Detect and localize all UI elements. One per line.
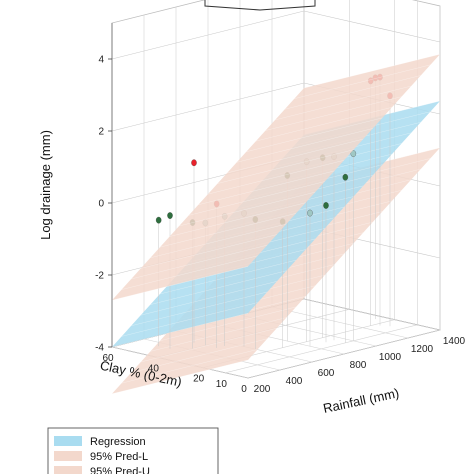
surface-pred-upper-mesh-line (284, 75, 421, 110)
surface-pred-upper-mesh-line (179, 191, 316, 227)
surface-pred-upper-mesh-line (111, 266, 249, 301)
surface-pred-upper-mesh-line (265, 96, 402, 131)
x-tick-label: 20 (193, 374, 205, 385)
surface-regression-mesh-line (150, 270, 287, 305)
surface-pred-upper-mesh-line (255, 107, 393, 142)
surface-regression-mesh-line (131, 291, 268, 327)
x-tick-label: 40 (148, 363, 160, 374)
y-tick-label: 400 (286, 376, 303, 387)
y-tick-label: 1000 (379, 352, 402, 363)
surface-regression-mesh-line (111, 312, 249, 348)
surface-pred-upper-mesh-line (140, 234, 277, 269)
legend-group: Regression 95% Pred-L 95% Pred-U (47, 427, 219, 474)
z-tick-label: -2 (95, 271, 104, 282)
y-tick-label: 1400 (443, 336, 466, 347)
legend-swatch (54, 466, 82, 474)
legend-label: Regression (90, 436, 146, 448)
data-point (167, 212, 173, 219)
surface-pred-upper-mesh-line (246, 117, 383, 152)
surface-regression-mesh-line (159, 259, 297, 295)
y-axis-title: Rainfall (mm) (322, 385, 401, 416)
surface-pred-lower-mesh-line (159, 306, 297, 342)
z-axis-title: Log drainage (mm) (38, 130, 53, 240)
z-tick-label: 4 (98, 55, 104, 66)
surface-pred-lower-mesh-line (140, 327, 277, 363)
surface-pred-upper-mesh-line (275, 85, 412, 121)
surface-pred-upper-mesh-line (131, 244, 268, 280)
surface-pred-upper-mesh-line (207, 160, 345, 195)
surface-pred-upper-mesh-line (169, 202, 306, 237)
legend-label: 95% Pred-U (90, 466, 150, 474)
surface-pred-upper-mesh-line (294, 64, 431, 99)
data-point (155, 216, 162, 224)
z-tick-label: 0 (98, 199, 104, 210)
surface-pred-lower-mesh-line (131, 338, 268, 373)
y-tick-label: 200 (254, 384, 271, 395)
surface-pred-upper-mesh-line (198, 170, 335, 205)
surface-regression-mesh-line (140, 281, 277, 316)
surface-pred-upper-mesh-line (303, 53, 441, 89)
surface-pred-upper-mesh-line (227, 138, 364, 174)
legend-swatch (54, 451, 82, 461)
data-point (350, 150, 357, 157)
surface-pred-upper-mesh-line (159, 213, 297, 248)
legend-label: 95% Pred-L (90, 451, 148, 463)
floor-grid-clay (225, 324, 418, 374)
surface-pred-lower-mesh-line (111, 359, 249, 395)
surface-pred-upper-mesh-line (150, 223, 287, 259)
surface-pred-lower-mesh-line (121, 349, 258, 384)
z-tick-label: 2 (98, 127, 104, 138)
x-tick-label: 0 (241, 384, 247, 395)
surface-pred-upper-mesh-line (217, 149, 354, 184)
surface-regression-mesh-line (121, 302, 258, 337)
y-tick-label: 800 (350, 360, 367, 371)
surface-pred-upper-mesh-line (121, 255, 258, 290)
data-point (307, 209, 313, 217)
data-point (191, 159, 197, 167)
y-tick-label: 600 (318, 368, 335, 379)
legend-swatch (54, 436, 82, 446)
surface-pred-upper (112, 54, 440, 301)
top-box-edge (204, 0, 316, 11)
surface-pred-upper-mesh-line (236, 128, 373, 163)
upper-surface-group (111, 53, 441, 301)
x-tick-label: 60 (102, 353, 114, 364)
y-tick-label: 1200 (411, 344, 434, 355)
floor-grid-clay (247, 329, 441, 379)
x-tick-label: 10 (216, 379, 228, 390)
surface-pred-upper-mesh-line (188, 181, 325, 216)
data-point (342, 173, 349, 181)
surface-pred-lower-mesh-line (150, 317, 287, 352)
z-tick-label: -4 (95, 343, 104, 354)
data-point (323, 202, 329, 209)
